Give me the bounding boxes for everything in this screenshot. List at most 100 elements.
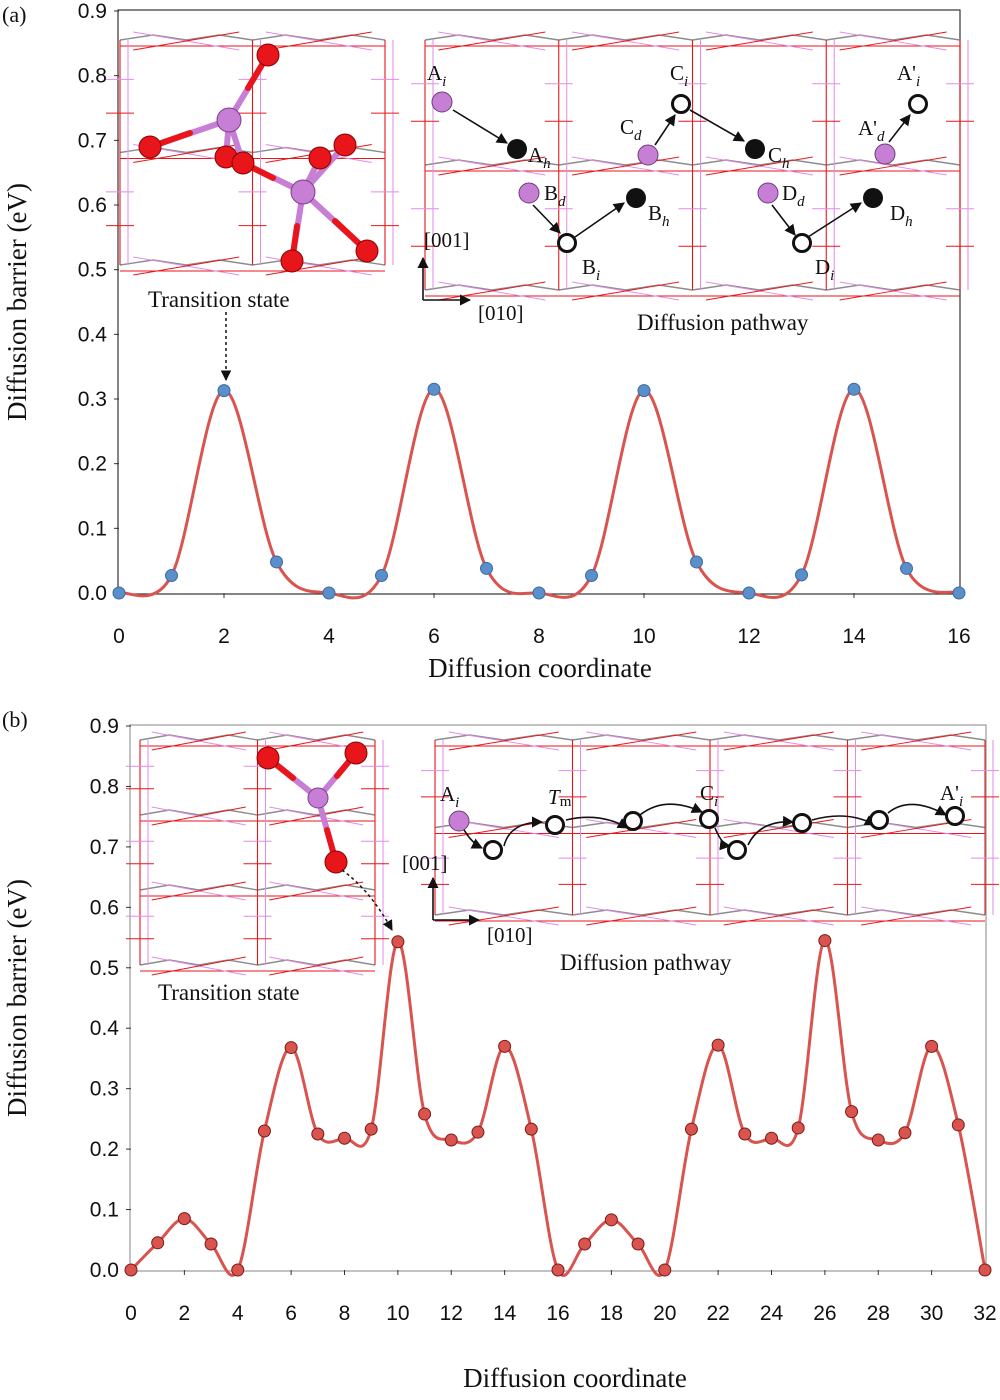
data-point <box>847 382 861 396</box>
x-axis-title-b: Diffusion coordinate <box>463 1363 687 1393</box>
data-point <box>711 1038 725 1052</box>
data-point <box>532 586 546 600</box>
x-tick-label: 18 <box>600 1302 623 1325</box>
direction-001-label-b: [001] <box>402 851 448 875</box>
data-point <box>765 1131 778 1145</box>
transition-state-label-a: Transition state <box>148 287 290 312</box>
y-tick-label: 0.6 <box>78 194 107 217</box>
x-tick-label: 4 <box>232 1302 244 1325</box>
site-label: Di <box>815 255 834 284</box>
y-tick-label: 0.7 <box>78 129 107 152</box>
site-label: Dd <box>782 181 805 210</box>
data-point <box>231 1263 245 1277</box>
y-axis-title-b: Diffusion barrier (eV) <box>2 879 32 1117</box>
data-point <box>418 1107 432 1121</box>
data-point <box>311 1127 325 1141</box>
data-points-a <box>112 382 966 600</box>
y-tick-label: 0.9 <box>78 0 107 23</box>
data-point <box>338 1131 351 1145</box>
y-tick-label: 0.6 <box>90 896 119 919</box>
panel-a: (a) 0.0 0.1 0.2 0.3 0.4 0.5 0.6 0.7 0.8 0.9 0 2 4 6 8… <box>2 0 974 683</box>
data-point <box>177 1212 191 1226</box>
y-tick-label: 0.4 <box>90 1017 120 1040</box>
data-point <box>742 586 756 600</box>
y-ticks-b: 0.0 0.1 0.2 0.3 0.4 0.5 0.6 0.7 0.8 0.9 <box>90 715 131 1282</box>
x-ticks-a: 0 2 4 6 8 10 12 14 16 <box>113 593 971 648</box>
transition-state-structure-b <box>126 731 389 976</box>
data-point <box>871 1133 885 1147</box>
site-label: A'i <box>940 781 963 810</box>
data-point <box>284 1041 298 1055</box>
y-tick-label: 0.4 <box>78 323 108 346</box>
site-label: Ci <box>670 61 688 90</box>
data-point <box>498 1039 512 1053</box>
data-point <box>551 1263 565 1277</box>
direction-010-label-b: [010] <box>487 923 533 947</box>
x-tick-label: 6 <box>285 1302 297 1325</box>
data-point <box>427 382 441 396</box>
x-tick-label: 30 <box>920 1302 943 1325</box>
data-point <box>925 1039 939 1053</box>
barrier-curve-a <box>118 387 960 600</box>
site-label: Bh <box>648 201 670 230</box>
diffusion-pathway-structure-a: Ai Ah Bd Bi Bh Cd Ci Ch A'd A'i Dd Di Dh <box>411 31 974 301</box>
x-axis-title-a: Diffusion coordinate <box>428 653 652 683</box>
y-tick-label: 0.5 <box>90 957 119 980</box>
x-tick-label: 8 <box>533 625 545 648</box>
site-label: A'd <box>858 116 885 145</box>
y-tick-label: 0.2 <box>78 453 107 476</box>
data-point <box>951 1118 965 1132</box>
x-tick-label: 2 <box>218 625 230 648</box>
data-point <box>684 1122 698 1136</box>
data-point <box>952 586 966 600</box>
data-point <box>658 1263 672 1277</box>
data-point <box>791 1121 805 1135</box>
site-label: Tm <box>548 785 572 810</box>
data-point <box>151 1236 165 1250</box>
y-tick-label: 0.5 <box>78 259 107 282</box>
data-point <box>898 1126 912 1140</box>
site-label: Ci <box>700 781 718 810</box>
data-point <box>471 1125 485 1139</box>
x-tick-label: 32 <box>973 1302 996 1325</box>
transition-state-structure-a <box>106 31 399 276</box>
y-tick-label: 0.1 <box>78 517 107 540</box>
data-point <box>364 1122 378 1136</box>
y-tick-label: 0.0 <box>78 582 107 605</box>
x-tick-label: 12 <box>737 625 760 648</box>
site-labels-a: Ai Ah Bd Bi Bh Cd Ci Ch A'd A'i Dd Di Dh <box>427 61 920 284</box>
x-tick-label: 2 <box>179 1302 191 1325</box>
direction-001-label-a: [001] <box>424 228 470 252</box>
data-point <box>391 935 405 949</box>
x-tick-label: 22 <box>706 1302 729 1325</box>
x-tick-label: 4 <box>323 625 335 648</box>
y-tick-label: 0.7 <box>90 836 119 859</box>
y-axis-title-a: Diffusion barrier (eV) <box>2 183 32 421</box>
data-point <box>270 555 283 569</box>
site-label: Ch <box>768 143 790 172</box>
y-ticks-a: 0.0 0.1 0.2 0.3 0.4 0.5 0.6 0.7 0.8 0.9 <box>78 0 119 605</box>
panel-letter-b: (b) <box>2 707 28 732</box>
panel-letter-a: (a) <box>2 2 26 27</box>
y-tick-label: 0.2 <box>90 1138 119 1161</box>
site-label: Cd <box>620 115 642 144</box>
data-point <box>480 561 493 575</box>
data-point <box>637 384 651 398</box>
y-tick-label: 0.3 <box>78 388 107 411</box>
x-tick-label: 28 <box>867 1302 890 1325</box>
data-point <box>738 1127 752 1141</box>
x-tick-label: 10 <box>386 1302 409 1325</box>
site-label: Bi <box>582 255 600 284</box>
data-point <box>585 569 598 583</box>
x-tick-label: 14 <box>842 625 866 648</box>
x-tick-label: 12 <box>440 1302 463 1325</box>
x-tick-label: 16 <box>546 1302 569 1325</box>
site-label: A'i <box>897 61 920 90</box>
diffusion-pathway-label-a: Diffusion pathway <box>637 310 809 335</box>
x-tick-label: 0 <box>113 625 125 648</box>
x-ticks-b: 0 2 4 6 8 10 12 14 16 18 20 22 24 26 28 30 32 <box>125 1270 997 1325</box>
data-point <box>112 586 126 600</box>
